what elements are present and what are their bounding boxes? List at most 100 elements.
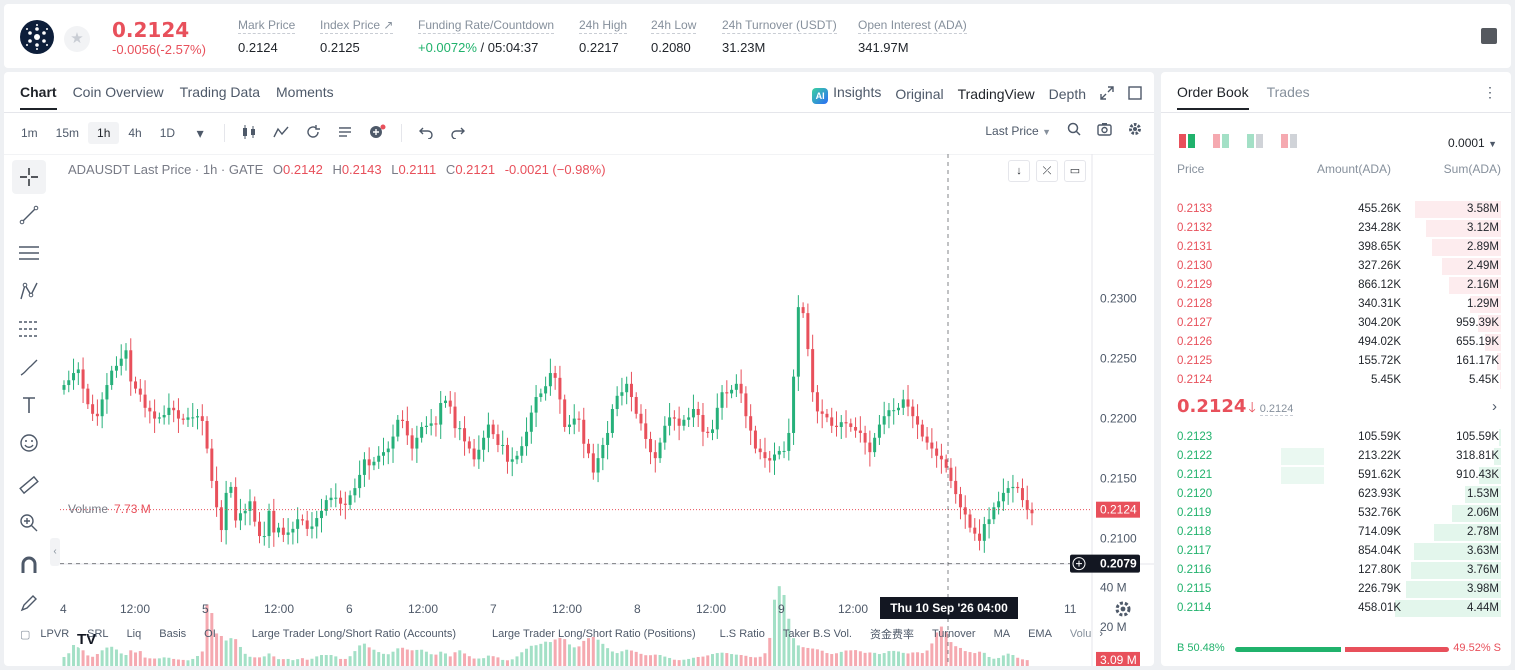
fibonacci-tool-icon[interactable] [12,312,46,346]
bid-row[interactable]: 0.2114 458.01K 4.44M [1161,599,1511,618]
ask-row[interactable]: 0.2124 5.45K 5.45K [1161,371,1511,390]
stat-funding-rate[interactable]: Funding Rate/Countdown +0.0072% / 05:04:… [418,18,555,55]
indicator-volume[interactable]: Volu [1069,628,1092,640]
ask-row[interactable]: 0.2130 327.26K 2.49M [1161,257,1511,276]
candle-body [391,436,395,449]
settings-gear-icon[interactable] [1128,122,1142,139]
horizontal-lines-tool-icon[interactable] [12,236,46,270]
precision-select[interactable]: 0.0001 ▼ [1448,136,1497,150]
add-indicator-icon[interactable] [361,124,393,143]
candle-body [830,417,834,426]
tab-coin-overview[interactable]: Coin Overview [72,84,164,100]
brush-tool-icon[interactable] [12,350,46,384]
view-original[interactable]: Original [895,86,944,102]
bid-row[interactable]: 0.2117 854.04K 3.63M [1161,542,1511,561]
indicator-basis[interactable]: Basis [159,628,187,640]
indicator-srl[interactable]: SRL [87,628,109,640]
indicator-large-trader-positions[interactable]: Large Trader Long/Short Ratio (Positions… [492,628,696,640]
bid-row[interactable]: 0.2123 105.59K 105.59K [1161,428,1511,447]
candle-type-icon[interactable] [233,124,265,142]
layout-bids-icon[interactable] [1247,134,1263,148]
indicator-ema[interactable]: EMA [1028,628,1052,640]
collapse-panel-icon[interactable]: ‹ [50,538,60,566]
chart-settings-icon[interactable] [1114,600,1132,618]
window-icon[interactable] [1128,85,1142,103]
ruler-tool-icon[interactable] [12,468,46,502]
indicators-icon[interactable] [265,125,297,142]
timeframe-1d[interactable]: 1D [159,126,176,140]
ask-row[interactable]: 0.2129 866.12K 2.16M [1161,276,1511,295]
insights-button[interactable]: AI Insights [812,84,881,104]
ask-row[interactable]: 0.2127 304.20K 959.39K [1161,314,1511,333]
indicator-oi[interactable]: OI [204,628,216,640]
ask-row[interactable]: 0.2125 155.72K 161.17K [1161,352,1511,371]
volume-bar [386,654,390,666]
ask-row[interactable]: 0.2132 234.28K 3.12M [1161,219,1511,238]
volume-bar [792,638,796,666]
undo-icon[interactable] [410,125,442,142]
bid-row[interactable]: 0.2115 226.79K 3.98M [1161,580,1511,599]
view-tradingview[interactable]: TradingView [957,86,1035,102]
stat-index-price[interactable]: Index Price ↗ 0.2125 [320,18,394,55]
indicator-pin-icon[interactable]: ▢ [20,628,31,641]
mid-price-row[interactable]: 0.2124 🡓 0.2124 › [1177,396,1497,422]
expand-icon[interactable] [1100,85,1114,103]
indicator-taker-bs-vol[interactable]: Taker B.S Vol. [782,628,852,640]
magnet-icon[interactable] [12,548,46,582]
text-tool-icon[interactable] [12,388,46,422]
scroll-right-icon[interactable]: › [1099,628,1104,640]
timeframe-dropdown-icon[interactable]: ▾ [196,124,204,141]
layout-split-icon[interactable] [1213,134,1229,148]
bid-row[interactable]: 0.2121 591.62K 910.43K [1161,466,1511,485]
more-options-icon[interactable]: ⋮ [1483,84,1497,100]
zoom-in-icon[interactable] [12,506,46,540]
pattern-tool-icon[interactable] [12,274,46,308]
arrow-down-icon[interactable]: ↓ [1008,160,1030,182]
indicator-lpvr[interactable]: LPVR [40,628,70,640]
indicator-large-trader-accounts[interactable]: Large Trader Long/Short Ratio (Accounts) [251,628,457,640]
trendline-tool-icon[interactable] [12,198,46,232]
tab-moments[interactable]: Moments [276,84,334,100]
pen-icon[interactable] [12,586,46,620]
calculator-icon[interactable] [1481,28,1497,44]
fullscreen-icon[interactable]: ▭ [1064,160,1086,182]
layout-asks-icon[interactable] [1281,134,1297,148]
indicator-liq[interactable]: Liq [126,628,142,640]
tab-trading-data[interactable]: Trading Data [179,84,261,100]
bid-row[interactable]: 0.2119 532.76K 2.06M [1161,504,1511,523]
price-type-select[interactable]: Last Price ▼ [985,124,1051,138]
view-depth[interactable]: Depth [1048,86,1086,102]
compare-icon[interactable] [297,124,329,142]
bid-row[interactable]: 0.2118 714.09K 2.78M [1161,523,1511,542]
tab-trades[interactable]: Trades [1266,84,1310,100]
ask-row[interactable]: 0.2128 340.31K 1.29M [1161,295,1511,314]
bid-row[interactable]: 0.2120 623.93K 1.53M [1161,485,1511,504]
ask-row[interactable]: 0.2133 455.26K 3.58M [1161,200,1511,219]
tab-chart[interactable]: Chart [20,84,57,110]
indicator-funding-rate[interactable]: 资金费率 [869,629,914,641]
bid-row[interactable]: 0.2116 127.80K 3.76M [1161,561,1511,580]
ask-row[interactable]: 0.2126 494.02K 655.19K [1161,333,1511,352]
redo-icon[interactable] [442,125,474,142]
search-icon[interactable] [1067,122,1081,139]
layout-both-icon[interactable] [1179,134,1195,148]
templates-icon[interactable] [329,125,361,142]
candle-body [677,418,681,426]
timeframe-4h[interactable]: 4h [128,126,142,140]
candlestick-chart[interactable]: 0.2300 0.2250 0.2200 0.2150 0.2100 40 M 20 M 0… [60,154,1154,666]
stat-mark-price[interactable]: Mark Price 0.2124 [238,18,296,55]
indicator-ma[interactable]: MA [993,628,1011,640]
tab-order-book[interactable]: Order Book [1177,84,1249,110]
timeframe-1h[interactable]: 1h [88,122,120,144]
camera-icon[interactable] [1097,122,1112,139]
emoji-tool-icon[interactable] [12,426,46,460]
indicator-turnover[interactable]: Turnover [931,628,976,640]
collapse-icon[interactable]: ⤫ [1036,160,1058,182]
timeframe-15m[interactable]: 15m [55,126,80,140]
ask-row[interactable]: 0.2131 398.65K 2.89M [1161,238,1511,257]
indicator-ls-ratio[interactable]: L.S Ratio [719,628,765,640]
timeframe-1m[interactable]: 1m [21,126,38,140]
bid-row[interactable]: 0.2122 213.22K 318.81K [1161,447,1511,466]
crosshair-tool-icon[interactable] [12,160,46,194]
favorite-star-icon[interactable]: ★ [64,26,90,52]
